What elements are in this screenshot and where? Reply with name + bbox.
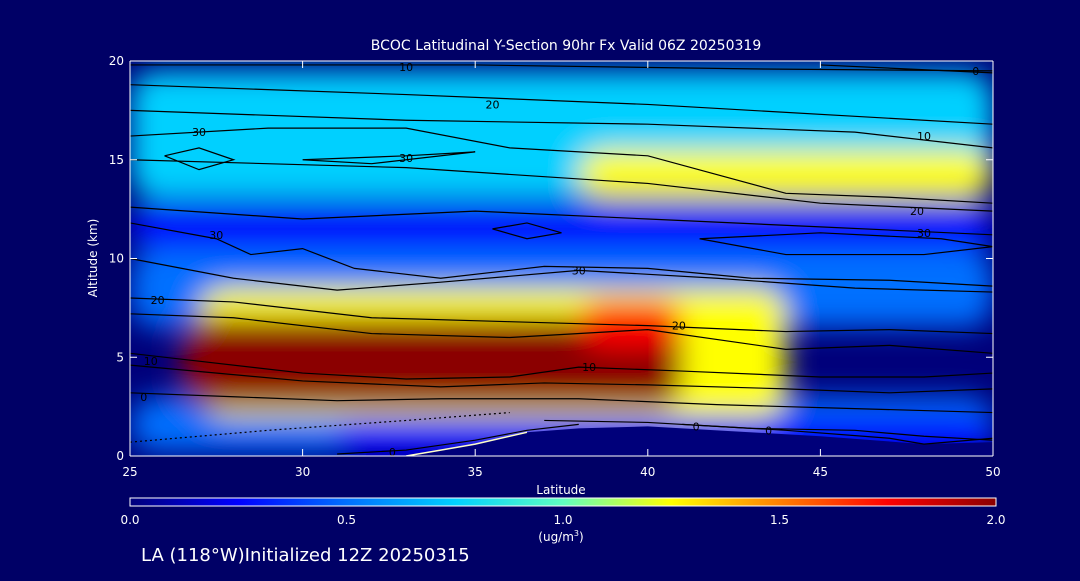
- colorbar-ticks: 0.0 0.5 1.0 1.5 2.0: [120, 513, 1005, 527]
- contour-label: 20: [485, 98, 499, 111]
- contour-line-17: [130, 392, 993, 414]
- contour-line-3: [130, 109, 993, 149]
- x-tick-label: 35: [468, 465, 483, 479]
- contour-label: 0: [765, 424, 772, 437]
- contour-line-14: [130, 313, 993, 354]
- contour-line-19: [682, 423, 993, 445]
- y-axis-label: Altitude (km): [86, 219, 100, 298]
- contour-label: 30: [209, 229, 223, 242]
- contour-line-1: [820, 64, 993, 74]
- x-tick-label: 45: [813, 465, 828, 479]
- contour-label: 30: [917, 227, 931, 240]
- x-tick-label: 30: [295, 465, 310, 479]
- x-axis-label: Latitude: [536, 483, 585, 497]
- contour-label: 10: [399, 61, 413, 74]
- contour-line-20: [337, 423, 579, 455]
- contour-label: 20: [151, 294, 165, 307]
- y-tick-label: 10: [109, 252, 124, 266]
- contour-label: 0: [972, 65, 979, 78]
- colorbar-tick-label: 1.0: [553, 513, 572, 527]
- contour-label: 30: [572, 264, 586, 277]
- concentration-region-6: [181, 317, 683, 407]
- y-tick-label: 0: [116, 449, 124, 463]
- contour-label: 30: [399, 152, 413, 165]
- contour-line-4: [130, 127, 993, 204]
- colorbar-unit: (ug/m3): [538, 529, 583, 544]
- terrain-edge: [406, 431, 528, 456]
- colorbar-tick-label: 1.5: [770, 513, 789, 527]
- y-axis-ticks: 0 5 10 15 20: [109, 54, 993, 463]
- contour-line-13: [130, 297, 993, 335]
- contour-label: 0: [140, 391, 147, 404]
- contour-line-12: [130, 257, 993, 293]
- contour-line-6: [164, 147, 236, 171]
- colorbar-tick-label: 0.5: [337, 513, 356, 527]
- contour-label: 0: [693, 420, 700, 433]
- concentration-region-3: [578, 149, 993, 200]
- x-tick-label: 25: [122, 465, 137, 479]
- concentration-region-4: [130, 203, 993, 249]
- contour-line-2: [130, 84, 993, 125]
- contour-label: 10: [917, 130, 931, 143]
- contour-line-15: [130, 352, 993, 380]
- x-tick-label: 40: [640, 465, 655, 479]
- contour-label: 30: [192, 126, 206, 139]
- contour-line-9: [492, 222, 562, 240]
- colorbar-tick-label: 2.0: [986, 513, 1005, 527]
- y-tick-label: 20: [109, 54, 124, 68]
- contour-label: 0: [389, 446, 396, 459]
- contour-line-8: [130, 206, 993, 236]
- contour-line-5: [302, 151, 476, 165]
- x-axis-ticks: 25 30 35 40 45 50: [122, 61, 1001, 479]
- chart-title: BCOC Latitudinal Y-Section 90hr Fx Valid…: [371, 38, 761, 54]
- contour-line-11: [699, 232, 993, 256]
- x-tick-label: 50: [985, 465, 1000, 479]
- colorbar-tick-label: 0.0: [120, 513, 139, 527]
- footer-caption: LA (118°W)Initialized 12Z 20250315: [141, 545, 470, 566]
- contour-line-16: [130, 364, 993, 394]
- colorbar: [129, 497, 997, 507]
- contour-line-7: [130, 159, 993, 212]
- contour-line-18: [544, 419, 993, 441]
- contour-label: 10: [144, 355, 158, 368]
- y-tick-label: 5: [116, 350, 124, 364]
- terrain-layer: [406, 426, 993, 456]
- contour-label: 20: [672, 320, 686, 333]
- terrain-mask: [406, 426, 993, 456]
- y-tick-label: 15: [109, 153, 124, 167]
- contour-label: 10: [582, 361, 596, 374]
- plot-area: 10 0 20 10 30 30 20 30 30 30 20 20 10 10 0 0 0 0: [130, 61, 993, 459]
- contour-line-10: [130, 222, 993, 287]
- contour-label: 20: [910, 205, 924, 218]
- contour-layer: 10 0 20 10 30 30 20 30 30 30 20 20 10 10 0 0 0 0: [130, 61, 993, 459]
